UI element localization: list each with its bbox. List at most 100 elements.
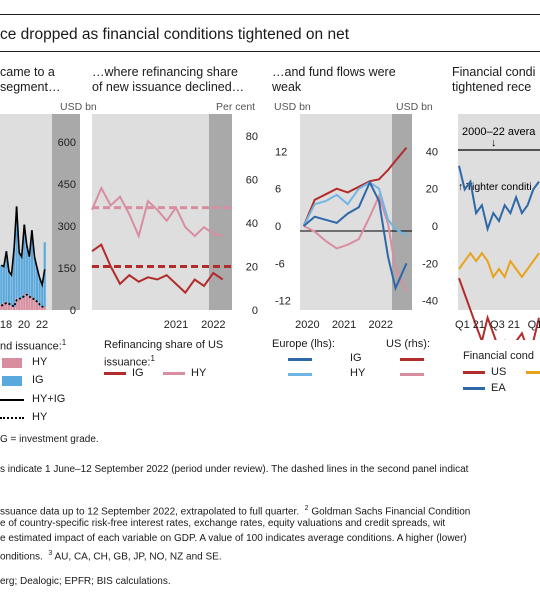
panel3-x-tick-label: 2020 [295, 319, 319, 331]
ig-bar [5, 251, 8, 302]
europe-hy-swatch [288, 373, 312, 376]
ig-bar [0, 265, 3, 305]
panel4: 2000–22 avera ↓ ↑ Tighter conditi Q1 21 Q… [455, 114, 540, 340]
panel1-y-tick-label: 150 [58, 263, 76, 275]
footnote-shading: s indicate 1 June–12 September 2022 (per… [0, 464, 469, 475]
ig-bar [38, 277, 41, 306]
us-hy-swatch [400, 373, 424, 376]
hy-ig-line-swatch [0, 399, 24, 401]
ig-bar [23, 224, 26, 295]
ig-bar [7, 271, 11, 305]
panel4-x-tick-label: Q1 21 [455, 319, 485, 331]
hy-swatch [2, 358, 22, 368]
hy-bar [25, 293, 28, 310]
panel1-x-ticks: 18 20 22 [0, 319, 48, 331]
panel2-unit: Per cent [216, 101, 255, 113]
footnote-3: onditions. 3 AU, CA, CH, GB, JP, NO, NZ … [0, 550, 222, 563]
panel3-right-tick-label: 20 [426, 184, 438, 196]
hy-bar [15, 298, 18, 310]
panel2-y-tick-label: 40 [246, 218, 258, 230]
ig-bar [41, 284, 44, 308]
panel2-y-tick-label: 60 [246, 174, 258, 186]
ig-bar [20, 256, 23, 299]
hy-bar [38, 305, 41, 310]
ig-bar [10, 275, 13, 306]
hy-bar [28, 296, 31, 310]
panel2-x-ticks: 2021 2022 [164, 319, 226, 331]
panel3-unit-right: USD bn [396, 101, 433, 113]
panel4-x-ticks: Q1 21 Q3 21 Q1 [455, 319, 540, 331]
footnote-1: ssuance data up to 12 September 2022, ex… [0, 505, 471, 518]
panel3-left-tick-label: -6 [275, 258, 285, 270]
panel3-right-tick-label: -20 [422, 258, 438, 270]
panel1-shade [52, 114, 80, 310]
avg-label: 2000–22 avera [462, 126, 536, 138]
ig-bar [33, 256, 36, 299]
panel3-left-tick-label: 12 [275, 146, 287, 158]
hy-bar [20, 298, 23, 310]
ig-bar [28, 256, 31, 296]
p1-legend-header: nd issuance:1 [0, 338, 67, 353]
hy-bar [35, 301, 39, 310]
hy-bar [23, 294, 26, 310]
hy-bar [10, 305, 13, 310]
ig-swatch-p2 [104, 372, 126, 375]
panel4-title: Financial condi tightened rece [452, 65, 536, 94]
other-line [458, 251, 540, 280]
footnote-2a: e of country-specific risk-free interest… [0, 518, 446, 529]
panel1-y-tick-label: 0 [70, 305, 76, 317]
panel1: USD bn 0 150 300 450 600 18 20 22 [0, 101, 97, 331]
ig-swatch [2, 376, 22, 386]
us-hy-line [303, 193, 408, 292]
panel2-y-tick-label: 80 [246, 131, 258, 143]
panel3-right-tick-label: 0 [432, 221, 438, 233]
panel1-y-tick-label: 600 [58, 137, 76, 149]
europe-hy-line [302, 181, 407, 237]
panel3-title: …and fund flows were weak [272, 65, 396, 94]
us-line [458, 277, 540, 340]
panel2-y-tick-label: 0 [252, 305, 258, 317]
panel3-left-tick-label: -12 [275, 296, 291, 308]
panel1-x-tick-label: 18 [0, 319, 12, 331]
hy-bar [7, 304, 11, 310]
hy-bar [18, 297, 21, 310]
ea-line [458, 165, 540, 233]
panel1-bars [0, 206, 46, 310]
panel1-y-tick-label: 300 [58, 221, 76, 233]
panel3-right-tick-label: 40 [426, 146, 438, 158]
hy-bar [43, 306, 46, 310]
panel3-shade [392, 114, 412, 310]
panel1-unit: USD bn [60, 101, 97, 113]
p3-legend-hy-label: HY [350, 367, 366, 379]
panel4-bg [458, 114, 540, 310]
figure-title: ce dropped as financial conditions tight… [0, 26, 349, 43]
ig-bar [35, 268, 39, 302]
ea-swatch [463, 387, 485, 390]
ig-bar [18, 252, 21, 298]
hy-bar [12, 307, 16, 310]
ig-bar [25, 245, 28, 294]
avg-arrow: ↓ [491, 137, 497, 149]
hy-bar [2, 303, 5, 310]
ig-bar [15, 206, 18, 299]
hy-bar [5, 301, 8, 310]
hy-bar [33, 298, 36, 310]
panel2-x-tick-label: 2021 [164, 319, 188, 331]
tighter-label: ↑ Tighter conditi [458, 181, 532, 193]
ig-bar [2, 266, 5, 303]
panel2-shade [209, 114, 232, 310]
panel1-x-tick-label: 20 [18, 319, 30, 331]
hy-swatch-p2 [163, 372, 185, 375]
panel3-left-tick-label: 6 [275, 184, 281, 196]
panel3-right-tick-label: -40 [422, 296, 438, 308]
title-rule [0, 51, 540, 52]
panel2-y-tick-label: 20 [246, 261, 258, 273]
panel2-y-ticks: 0 20 40 60 80 [246, 131, 258, 317]
p3-legend-europe: Europe (lhs): [272, 338, 335, 350]
us-ig-line [302, 146, 408, 227]
p4-legend-header: Financial cond [463, 350, 534, 362]
footnote-abbrev: G = investment grade. [0, 434, 99, 445]
hy-bar [0, 304, 3, 310]
